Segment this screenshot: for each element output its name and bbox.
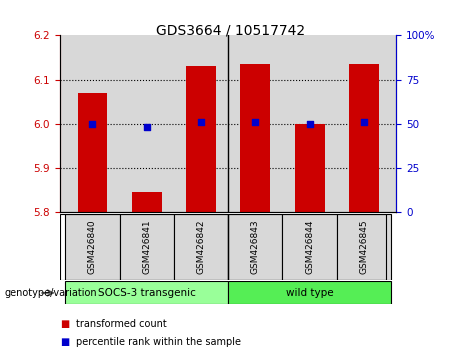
Point	[89, 121, 96, 127]
Text: ■: ■	[60, 337, 69, 347]
Bar	[295, 124, 325, 212]
Point	[143, 125, 150, 130]
Bar	[337, 214, 391, 280]
Text: ■: ■	[60, 319, 69, 329]
Bar	[240, 64, 270, 212]
Text: percentile rank within the sample: percentile rank within the sample	[76, 337, 241, 347]
Point	[360, 119, 367, 125]
Text: wild type: wild type	[286, 288, 333, 298]
Bar	[120, 214, 174, 280]
Bar	[349, 64, 379, 212]
Bar	[65, 281, 228, 304]
Point	[306, 121, 313, 127]
Bar	[283, 214, 337, 280]
Text: GDS3664 / 10517742: GDS3664 / 10517742	[156, 23, 305, 37]
Text: transformed count: transformed count	[76, 319, 167, 329]
Point	[197, 119, 205, 125]
Text: GSM426843: GSM426843	[251, 219, 260, 274]
Text: genotype/variation: genotype/variation	[5, 288, 97, 298]
Bar	[132, 193, 162, 212]
Text: GSM426840: GSM426840	[88, 219, 97, 274]
Bar	[65, 214, 120, 280]
Bar	[186, 67, 216, 212]
Text: GSM426844: GSM426844	[305, 220, 314, 274]
Text: GSM426841: GSM426841	[142, 219, 151, 274]
Bar	[174, 214, 228, 280]
Bar	[77, 93, 107, 212]
Point	[252, 119, 259, 125]
Text: SOCS-3 transgenic: SOCS-3 transgenic	[98, 288, 196, 298]
Bar	[228, 281, 391, 304]
Bar	[228, 214, 283, 280]
Text: GSM426842: GSM426842	[196, 220, 206, 274]
Text: GSM426845: GSM426845	[360, 219, 368, 274]
